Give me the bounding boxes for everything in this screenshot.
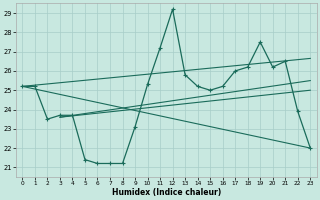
- X-axis label: Humidex (Indice chaleur): Humidex (Indice chaleur): [112, 188, 221, 197]
